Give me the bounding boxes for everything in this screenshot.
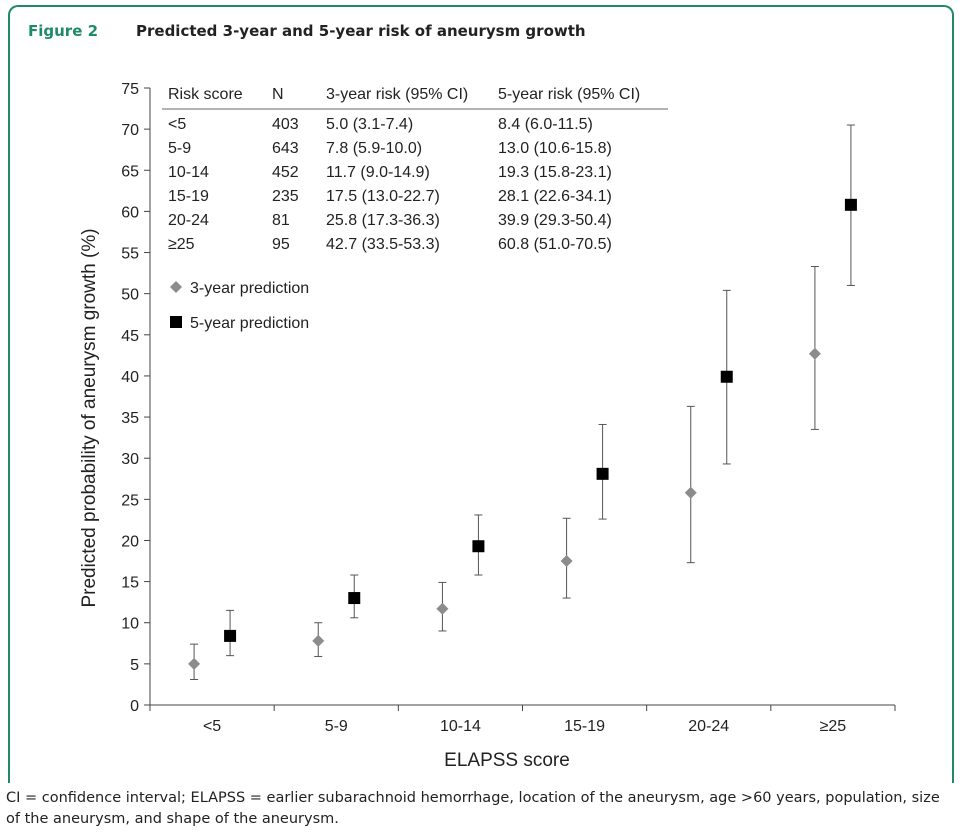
table-cell: 39.9 (29.3-50.4) [498, 212, 612, 229]
legend-label: 5-year prediction [190, 315, 309, 332]
legend-marker-5-year [170, 316, 182, 328]
y-tick-label: 75 [121, 81, 139, 98]
figure-title: Predicted 3-year and 5-year risk of aneu… [136, 22, 586, 40]
table-cell: <5 [168, 116, 186, 133]
y-tick-label: 0 [130, 698, 139, 715]
point-5-year [348, 592, 361, 605]
table-cell: 28.1 (22.6-34.1) [498, 188, 612, 205]
table-cell: 235 [272, 188, 299, 205]
y-tick-label: 5 [130, 657, 139, 674]
table-cell: 60.8 (51.0-70.5) [498, 236, 612, 253]
point-5-year [844, 198, 857, 211]
y-tick-label: 30 [121, 451, 139, 468]
table-cell: 13.0 (10.6-15.8) [498, 140, 612, 157]
point-5-year [720, 370, 733, 383]
table-cell: 10-14 [168, 164, 209, 181]
point-3-year [188, 657, 201, 670]
table-cell: 95 [272, 236, 290, 253]
figure-frame [8, 5, 954, 783]
table-cell: 5.0 (3.1-7.4) [326, 116, 413, 133]
x-tick-label: 20-24 [688, 718, 729, 735]
y-tick-label: 50 [121, 287, 139, 304]
legend-label: 3-year prediction [190, 280, 309, 297]
point-3-year [436, 602, 449, 615]
y-tick-label: 70 [121, 122, 139, 139]
table-header-cell: 3-year risk (95% CI) [326, 86, 468, 103]
point-3-year [684, 486, 697, 499]
table-header-cell: N [272, 86, 284, 103]
table-cell: 7.8 (5.9-10.0) [326, 140, 422, 157]
x-tick-label: <5 [203, 718, 221, 735]
chart-axes: 0 5 10 15 20 25 30 35 40 45 50 55 60 65 70 75 <5 5-9 10-14… [121, 81, 896, 735]
y-tick-label: 25 [121, 492, 139, 509]
risk-table: Risk score N 3-year risk (95% CI) 5-year ri… [162, 86, 668, 253]
y-tick-label: 10 [121, 616, 139, 633]
point-3-year [312, 634, 325, 647]
table-cell: 25.8 (17.3-36.3) [326, 212, 440, 229]
figure-header: Figure 2 Predicted 3-year and 5-year ris… [8, 5, 954, 57]
figure-caption: CI = confidence interval; ELAPSS = earli… [6, 790, 940, 827]
x-tick-label: 5-9 [325, 718, 348, 735]
x-axis-label: ELAPSS score [444, 750, 570, 771]
point-5-year [472, 540, 485, 553]
legend-marker-3-year [170, 281, 182, 293]
point-3-year [560, 555, 573, 568]
y-tick-label: 40 [121, 369, 139, 386]
figure-label: Figure 2 [28, 22, 99, 40]
table-cell: 11.7 (9.0-14.9) [326, 164, 430, 181]
y-tick-label: 45 [121, 328, 139, 345]
table-cell: 643 [272, 140, 299, 157]
chart: 0 5 10 15 20 25 30 35 40 45 50 55 60 65 70 75 <5 5-9 10-14… [79, 81, 896, 771]
table-cell: 8.4 (6.0-11.5) [498, 116, 593, 133]
y-tick-label: 15 [121, 575, 139, 592]
table-cell: 15-19 [168, 188, 209, 205]
table-cell: 42.7 (33.5-53.3) [326, 236, 440, 253]
table-cell: 20-24 [168, 212, 209, 229]
y-tick-label: 55 [121, 246, 139, 263]
y-tick-label: 65 [121, 163, 139, 180]
x-tick-label: 10-14 [440, 718, 481, 735]
error-bars [190, 124, 855, 680]
x-tick-label: 15-19 [564, 718, 605, 735]
y-tick-label: 20 [121, 533, 139, 550]
table-cell: 81 [272, 212, 290, 229]
x-tick-label: ≥25 [820, 718, 847, 735]
y-tick-label: 35 [121, 410, 139, 427]
table-cell: 17.5 (13.0-22.7) [326, 188, 440, 205]
point-5-year [224, 629, 237, 642]
table-cell: 19.3 (15.8-23.1) [498, 164, 612, 181]
y-axis-label: Predicted probability of aneurysm growth… [79, 228, 100, 607]
table-cell: 403 [272, 116, 299, 133]
legend: 3-year prediction 5-year prediction [170, 280, 309, 332]
data-points [188, 198, 857, 670]
table-cell: 5-9 [168, 140, 191, 157]
table-header-cell: 5-year risk (95% CI) [498, 86, 640, 103]
y-tick-label: 60 [121, 204, 139, 221]
table-cell: ≥25 [168, 236, 195, 253]
table-cell: 452 [272, 164, 299, 181]
point-3-year [808, 347, 821, 360]
table-header-cell: Risk score [168, 86, 243, 103]
point-5-year [596, 467, 609, 480]
